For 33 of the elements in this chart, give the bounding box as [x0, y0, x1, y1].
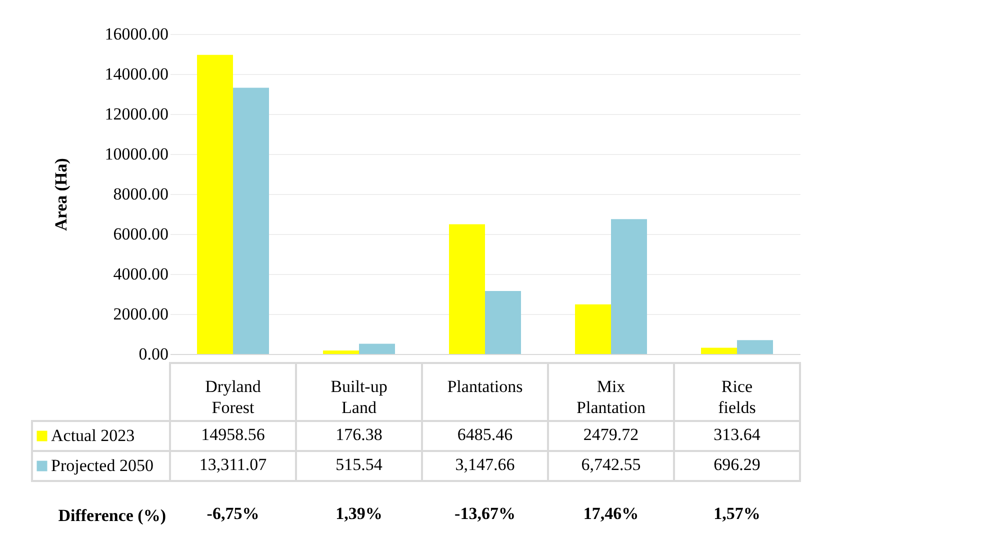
data-label: 6485.46 — [457, 425, 513, 444]
y-tick-label: 12000.00 — [104, 104, 168, 124]
data-label: 14958.56 — [201, 425, 265, 444]
data-label: 313.64 — [714, 425, 761, 444]
text: 17,46% — [583, 504, 639, 523]
x-tick-label: Mix Plantation — [576, 377, 646, 417]
text: -13,67% — [454, 504, 516, 523]
legend-label: Projected 2050 — [51, 456, 154, 475]
y-tick-label: 10000.00 — [104, 144, 168, 164]
x-tick-label: Plantations — [447, 377, 523, 396]
text: 1,39% — [336, 504, 382, 523]
data-label: 515.54 — [336, 455, 383, 474]
legend-label: Actual 2023 — [51, 426, 135, 445]
x-tick-label: Built-up Land — [330, 377, 388, 417]
y-tick-label: 14000.00 — [104, 64, 168, 84]
x-tick-label: Dryland Forest — [205, 377, 262, 417]
y-tick-label: 4000.00 — [113, 264, 168, 284]
text: -6,75% — [206, 504, 260, 523]
data-label: 2479.72 — [583, 425, 639, 444]
data-label: 6,742.55 — [581, 455, 641, 474]
y-tick-label: 8000.00 — [113, 184, 168, 204]
data-label: 696.29 — [714, 455, 760, 474]
text: Difference (%) — [58, 506, 166, 525]
data-label: 176.38 — [336, 425, 382, 444]
data-label: 13,311.07 — [199, 455, 268, 474]
text: 1,57% — [714, 504, 760, 523]
y-tick-label: 0.00 — [138, 344, 168, 364]
y-tick-label: 6000.00 — [113, 224, 168, 244]
data-label: 3,147.66 — [455, 455, 515, 474]
y-tick-label: 2000.00 — [113, 304, 168, 324]
y-axis-title: Area (Ha) — [52, 158, 70, 231]
x-tick-label: Rice fields — [718, 377, 756, 417]
y-tick-label: 16000.00 — [104, 24, 168, 44]
